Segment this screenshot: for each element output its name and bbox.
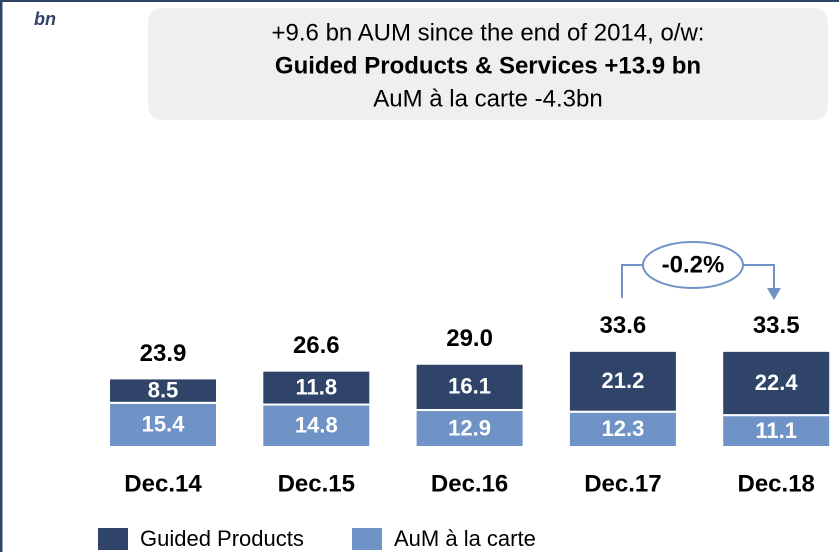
total-label: 33.5 — [753, 312, 800, 339]
bar-segment — [414, 362, 525, 411]
bar-segment — [721, 349, 832, 417]
change-arrow — [621, 264, 775, 298]
x-tick-label: Dec.14 — [124, 470, 202, 497]
total-label: 23.9 — [140, 340, 187, 367]
bar-segment — [261, 403, 372, 448]
segment-label: 8.5 — [148, 377, 179, 402]
headline-line: +9.6 bn AUM since the end of 2014, o/w: — [272, 19, 705, 46]
unit-label: bn — [34, 9, 56, 29]
headline-line: Guided Products & Services +13.9 bn — [275, 52, 701, 79]
total-label: 26.6 — [293, 332, 340, 359]
bar-segment — [261, 369, 372, 406]
legend-swatch — [352, 528, 382, 550]
segment-label: 12.3 — [601, 416, 644, 441]
segment-label: 22.4 — [755, 370, 799, 395]
x-tick-label: Dec.18 — [738, 470, 815, 497]
segment-label: 12.9 — [448, 415, 491, 440]
segment-label: 21.2 — [601, 368, 644, 393]
arrow-head — [767, 288, 781, 300]
headline-box — [148, 8, 828, 120]
total-label: 29.0 — [446, 325, 493, 352]
bar-segment — [567, 349, 678, 413]
bar-segment — [721, 414, 832, 449]
total-label: 33.6 — [600, 312, 647, 339]
x-tick-label: Dec.17 — [584, 470, 661, 497]
segment-label: 11.8 — [295, 374, 337, 399]
x-tick-label: Dec.15 — [278, 470, 355, 497]
change-bubble — [642, 241, 744, 289]
change-label: -0.2% — [662, 251, 725, 278]
headline-line: AuM à la carte -4.3bn — [373, 85, 602, 112]
segment-label: 11.1 — [755, 418, 797, 443]
segment-label: 16.1 — [448, 374, 491, 399]
legend-label: AuM à la carte — [394, 526, 536, 551]
legend-swatch — [98, 528, 128, 550]
legend-label: Guided Products — [140, 526, 304, 551]
segment-label: 14.8 — [295, 413, 338, 438]
bar-segment — [414, 408, 525, 448]
bar-segment — [108, 377, 218, 404]
segment-label: 15.4 — [142, 412, 186, 437]
bar-segment — [567, 410, 678, 449]
x-tick-label: Dec.16 — [431, 470, 508, 497]
